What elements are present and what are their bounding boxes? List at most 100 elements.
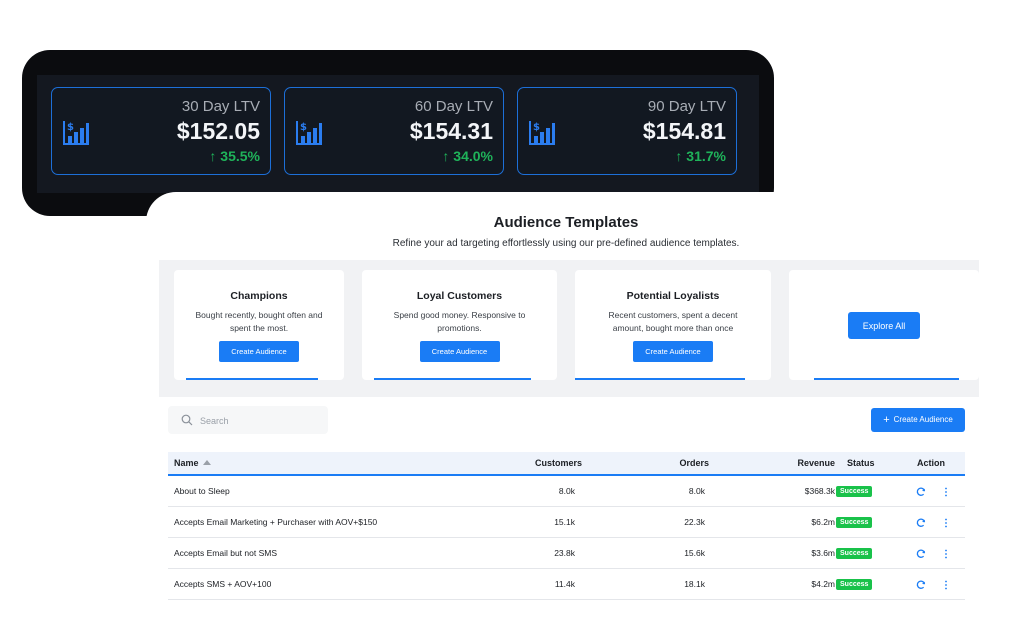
ltv-label: 90 Day LTV	[647, 98, 726, 115]
cell-action	[916, 569, 948, 599]
create-audience-button-champions[interactable]: Create Audience	[219, 341, 299, 362]
cell-status: Success	[836, 538, 873, 568]
table-row[interactable]: About to Sleep 8.0k 8.0k $368.3k Success	[168, 476, 965, 507]
cell-customers: 8.0k	[558, 486, 575, 496]
cell-name: Accepts SMS + AOV+100	[174, 579, 272, 589]
template-card-desc-line: Bought recently, bought often and	[195, 310, 323, 320]
table-row[interactable]: Accepts SMS + AOV+100 11.4k 18.1k $4.2m …	[168, 569, 965, 600]
ltv-card-60-day: $ 60 Day LTV $154.31 ↑ 34.0%	[284, 87, 504, 175]
column-header-name[interactable]: Name	[174, 452, 211, 474]
table-header: Name Customers Orders Revenue Status Act…	[168, 452, 965, 476]
cell-action	[916, 476, 948, 506]
ltv-value: $154.31	[409, 118, 493, 144]
template-card-desc-line: amount, bought more than once	[612, 323, 734, 333]
cell-revenue: $368.3k	[804, 486, 835, 496]
refresh-icon[interactable]	[916, 518, 926, 528]
create-audience-button-potential-loyalists[interactable]: Create Audience	[633, 341, 713, 362]
cell-name: About to Sleep	[174, 486, 230, 496]
template-card-desc: Bought recently, bought often and spent …	[184, 309, 334, 335]
search-icon	[181, 414, 193, 426]
cell-orders: 8.0k	[688, 486, 705, 496]
dollar-bar-chart-icon: $	[529, 121, 555, 145]
status-badge: Success	[836, 517, 873, 529]
ltv-value: $154.81	[642, 118, 726, 144]
cell-status: Success	[836, 569, 873, 599]
cell-customers: 15.1k	[554, 517, 575, 527]
column-header-status[interactable]: Status	[847, 458, 875, 468]
ltv-card-30-day: $ 30 Day LTV $152.05 ↑ 35.5%	[51, 87, 271, 175]
template-card-potential-loyalists: Potential Loyalists Recent customers, sp…	[575, 270, 771, 380]
cell-customers: 23.8k	[554, 548, 575, 558]
card-accent-line	[575, 378, 745, 380]
dollar-bar-chart-icon: $	[296, 121, 322, 145]
svg-text:$: $	[67, 122, 74, 133]
audience-table: Name Customers Orders Revenue Status Act…	[168, 452, 965, 600]
template-card-desc-line: promotions.	[437, 323, 482, 333]
more-vertical-icon[interactable]	[944, 549, 948, 559]
table-row[interactable]: Accepts Email but not SMS 23.8k 15.6k $3…	[168, 538, 965, 569]
cell-revenue: $6.2m	[811, 517, 835, 527]
cell-status: Success	[836, 476, 873, 506]
cell-revenue: $4.2m	[811, 579, 835, 589]
refresh-icon[interactable]	[916, 580, 926, 590]
dollar-bar-chart-icon: $	[63, 121, 89, 145]
column-header-customers[interactable]: Customers	[534, 458, 582, 468]
search-box[interactable]	[168, 406, 328, 434]
plus-icon: +	[883, 414, 890, 426]
explore-all-button[interactable]: Explore All	[848, 312, 920, 339]
ltv-change: ↑ 35.5%	[209, 148, 260, 164]
template-card-title: Loyal Customers	[416, 290, 503, 302]
column-header-label: Name	[174, 458, 199, 468]
cell-orders: 22.3k	[684, 517, 705, 527]
page-subtitle: Refine your ad targeting effortlessly us…	[392, 238, 740, 249]
cell-name: Accepts Email Marketing + Purchaser with…	[174, 517, 378, 527]
template-card-desc: Spend good money. Responsive to promotio…	[372, 309, 547, 335]
column-header-orders[interactable]: Orders	[679, 458, 709, 468]
card-accent-line	[814, 378, 959, 380]
refresh-icon[interactable]	[916, 549, 926, 559]
template-card-desc-line: Recent customers, spent a decent	[608, 310, 738, 320]
ltv-change: ↑ 34.0%	[442, 148, 493, 164]
template-card-desc: Recent customers, spent a decent amount,…	[585, 309, 761, 335]
ltv-label: 60 Day LTV	[414, 98, 493, 115]
cell-revenue: $3.6m	[811, 548, 835, 558]
card-accent-line	[374, 378, 531, 380]
status-badge: Success	[836, 486, 873, 498]
template-card-desc-line: Spend good money. Responsive to	[393, 310, 526, 320]
template-card-loyal-customers: Loyal Customers Spend good money. Respon…	[362, 270, 557, 380]
template-card-title: Champions	[230, 290, 288, 302]
template-card-champions: Champions Bought recently, bought often …	[174, 270, 344, 380]
create-audience-label: Create Audience	[893, 415, 953, 424]
ltv-card-90-day: $ 90 Day LTV $154.81 ↑ 31.7%	[517, 87, 737, 175]
svg-text:$: $	[533, 122, 540, 133]
cell-name: Accepts Email but not SMS	[174, 548, 277, 558]
cell-customers: 11.4k	[554, 579, 575, 589]
ltv-value: $152.05	[176, 118, 260, 144]
more-vertical-icon[interactable]	[944, 580, 948, 590]
cell-status: Success	[836, 507, 873, 537]
create-audience-button-loyal-customers[interactable]: Create Audience	[419, 341, 500, 362]
audience-templates-panel: Audience Templates Refine your ad target…	[146, 192, 1024, 638]
card-accent-line	[186, 378, 318, 380]
cell-orders: 15.6k	[684, 548, 705, 558]
more-vertical-icon[interactable]	[944, 487, 948, 497]
cell-action	[916, 538, 948, 568]
cell-orders: 18.1k	[684, 579, 705, 589]
page-title: Audience Templates	[493, 214, 639, 231]
template-card-explore: Explore All	[789, 270, 979, 380]
template-card-title: Potential Loyalists	[626, 290, 720, 302]
search-input[interactable]	[198, 412, 322, 430]
status-badge: Success	[836, 548, 873, 560]
column-header-action: Action	[917, 458, 945, 468]
cell-action	[916, 507, 948, 537]
refresh-icon[interactable]	[916, 487, 926, 497]
status-badge: Success	[836, 579, 873, 591]
ltv-change: ↑ 31.7%	[675, 148, 726, 164]
svg-text:$: $	[300, 122, 307, 133]
sort-asc-icon	[202, 460, 211, 465]
create-audience-button[interactable]: + Create Audience	[871, 408, 965, 432]
template-card-desc-line: spent the most.	[229, 323, 289, 333]
table-row[interactable]: Accepts Email Marketing + Purchaser with…	[168, 507, 965, 538]
more-vertical-icon[interactable]	[944, 518, 948, 528]
column-header-revenue[interactable]: Revenue	[797, 458, 835, 468]
